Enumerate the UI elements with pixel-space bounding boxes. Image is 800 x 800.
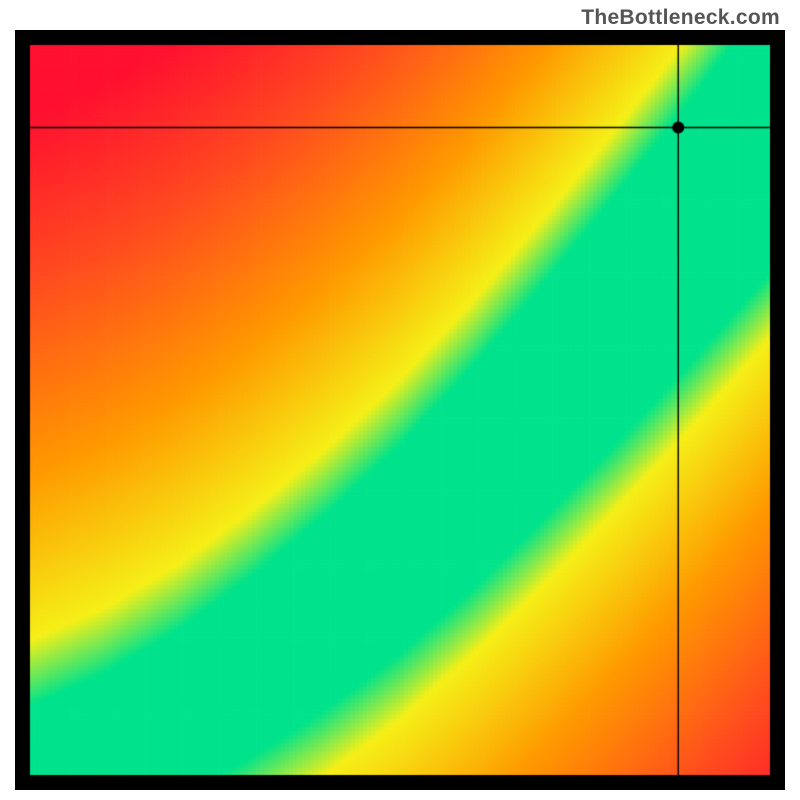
chart-container: TheBottleneck.com [0,0,800,800]
bottleneck-heatmap [15,30,785,790]
watermark-text: TheBottleneck.com [581,6,780,30]
